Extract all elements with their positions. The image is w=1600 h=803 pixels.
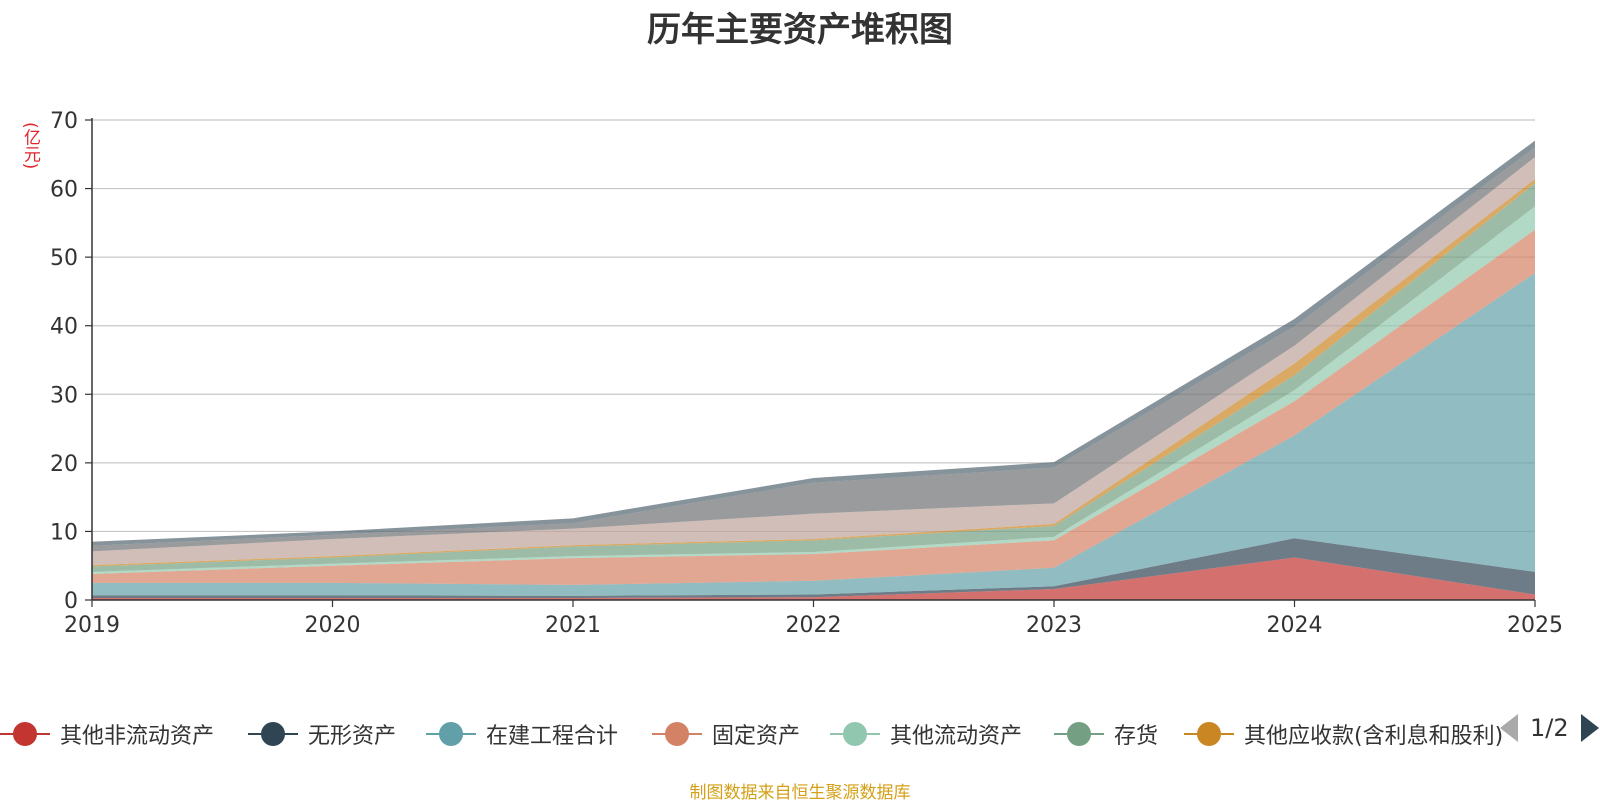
y-axis-unit: (亿元) bbox=[20, 122, 40, 170]
x-tick-label: 2022 bbox=[786, 613, 842, 638]
legend-item-other-noncurrent[interactable]: 其他非流动资产 bbox=[0, 716, 214, 752]
legend-marker-icon bbox=[1054, 720, 1104, 748]
legend-label: 其他非流动资产 bbox=[60, 724, 215, 749]
legend: 其他非流动资产 无形资产 在建工程合计 固定资产 其他流动资产 存货 其他应收款… bbox=[0, 716, 1600, 752]
legend-item-other-current[interactable]: 其他流动资产 bbox=[830, 716, 1022, 752]
legend-label: 无形资产 bbox=[308, 724, 397, 749]
data-source-note: 制图数据来自恒生聚源数据库 bbox=[689, 783, 911, 803]
y-tick-label: 20 bbox=[50, 452, 78, 477]
legend-item-other-receivables[interactable]: 其他应收款(含利息和股利) bbox=[1184, 716, 1506, 752]
series-area-0 bbox=[92, 557, 1535, 600]
x-tick-label: 2023 bbox=[1026, 613, 1082, 638]
legend-page-indicator: 1/2 bbox=[1530, 714, 1569, 742]
x-tick-label: 2021 bbox=[545, 613, 601, 638]
legend-marker-icon bbox=[248, 720, 298, 748]
stacked-area-chart: 0 10 20 30 40 50 60 70 2019 2020 2021 2022 2023 2024 2… bbox=[50, 109, 1563, 638]
series-area-2 bbox=[92, 272, 1535, 596]
prev-page-icon[interactable] bbox=[1500, 714, 1518, 742]
series-area-3 bbox=[92, 229, 1535, 585]
y-tick-label: 50 bbox=[50, 246, 78, 271]
legend-item-inventory[interactable]: 存货 bbox=[1054, 716, 1158, 752]
legend-label: 在建工程合计 bbox=[486, 724, 619, 749]
legend-label: 其他流动资产 bbox=[890, 724, 1023, 749]
legend-label: 其他应收款(含利息和股利) bbox=[1244, 724, 1504, 749]
y-tick-label: 70 bbox=[50, 109, 78, 134]
y-tick-label: 0 bbox=[64, 589, 78, 614]
series-areas bbox=[92, 140, 1535, 600]
axes: 0 10 20 30 40 50 60 70 2019 2020 2021 2022 2023 2024 2… bbox=[50, 109, 1563, 638]
x-tick-label: 2025 bbox=[1507, 613, 1563, 638]
legend-item-intangible[interactable]: 无形资产 bbox=[248, 716, 396, 752]
x-tick-label: 2024 bbox=[1267, 613, 1323, 638]
legend-marker-icon bbox=[1184, 720, 1234, 748]
x-tick-label: 2020 bbox=[305, 613, 361, 638]
next-page-icon[interactable] bbox=[1580, 714, 1599, 742]
y-tick-label: 40 bbox=[50, 315, 78, 340]
chart-title: 历年主要资产堆积图 bbox=[647, 10, 953, 50]
legend-marker-icon bbox=[0, 720, 50, 748]
legend-item-fixed-assets[interactable]: 固定资产 bbox=[652, 716, 800, 752]
legend-marker-icon bbox=[426, 720, 476, 748]
y-tick-label: 30 bbox=[50, 383, 78, 408]
legend-pager: 1/2 bbox=[1500, 714, 1599, 742]
legend-marker-icon bbox=[830, 720, 880, 748]
y-tick-label: 10 bbox=[50, 520, 78, 545]
legend-marker-icon bbox=[652, 720, 702, 748]
legend-label: 存货 bbox=[1114, 724, 1159, 749]
legend-label: 固定资产 bbox=[712, 724, 801, 749]
y-tick-label: 60 bbox=[50, 178, 78, 203]
x-tick-label: 2019 bbox=[64, 613, 120, 638]
legend-item-construction[interactable]: 在建工程合计 bbox=[426, 716, 618, 752]
